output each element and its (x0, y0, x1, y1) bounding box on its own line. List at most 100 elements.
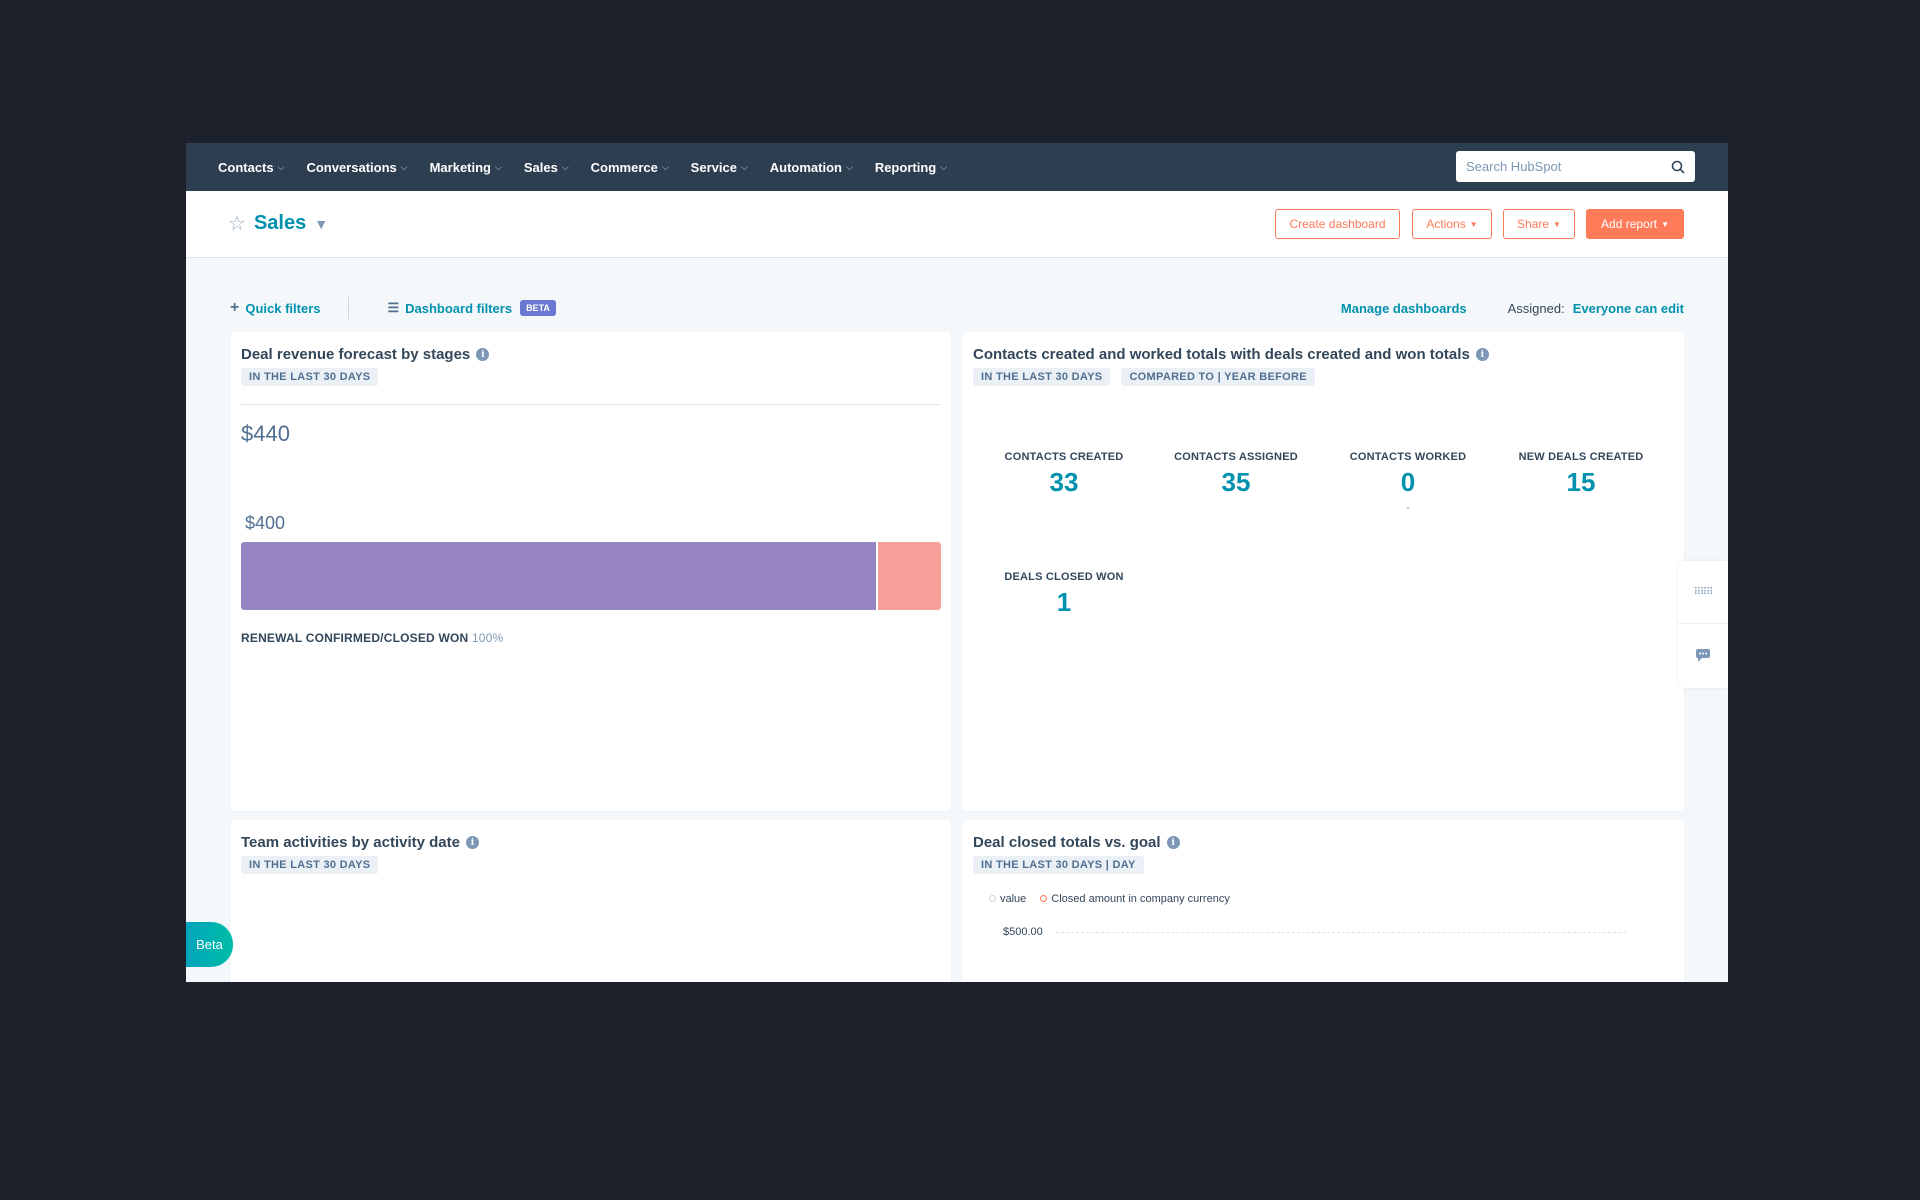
chart-legend: value Closed amount in company currency (989, 893, 1230, 905)
legend-label: value (1000, 893, 1027, 905)
search-input[interactable] (1466, 159, 1656, 174)
info-icon[interactable]: i (1166, 836, 1180, 849)
nav-label: Contacts (218, 159, 274, 175)
top-nav: Contacts ⌵ Conversations ⌵ Marketing ⌵ Sale… (186, 143, 1728, 191)
legend-item-value[interactable]: value (989, 893, 1026, 905)
nav-marketing[interactable]: Marketing ⌵ (430, 160, 502, 175)
card-title: Contacts created and worked totals with … (973, 346, 1470, 363)
nav-label: Reporting (874, 159, 937, 175)
divider (241, 404, 940, 405)
y-axis-tick: $500.00 (1003, 926, 1043, 938)
caret-down-icon: ▼ (1661, 219, 1669, 229)
kpi-value: 1 (1056, 587, 1072, 617)
dashboard-filters-button[interactable]: Dashboard filters (405, 300, 513, 316)
legend-label: Closed amount in company currency (1051, 893, 1230, 905)
nav-automation[interactable]: Automation ⌵ (770, 160, 853, 175)
actions-button[interactable]: Actions ▼ (1412, 209, 1492, 239)
beta-button[interactable]: Beta (186, 922, 233, 967)
nav-label: Conversations (306, 159, 397, 175)
team-activities-card: Team activities by activity date i IN THE… (230, 820, 951, 982)
filter-bar: + Quick filters ☰ Dashboard filters BETA… (230, 297, 1684, 319)
date-range-tag: IN THE LAST 30 DAYS (241, 368, 379, 386)
chevron-down-icon: ⌵ (400, 161, 408, 172)
kpi-contacts-created: CONTACTS CREATED 33 (979, 451, 1149, 498)
assigned-label: Assigned: (1507, 300, 1565, 316)
share-button[interactable]: Share ▼ (1503, 209, 1575, 239)
side-tools: ⠿⠿⠿ (1678, 561, 1728, 688)
card-title: Deal closed totals vs. goal (973, 834, 1161, 851)
nav-reporting[interactable]: Reporting ⌵ (875, 160, 947, 175)
card-title: Deal revenue forecast by stages (241, 346, 471, 363)
chat-icon[interactable] (1678, 624, 1728, 687)
gridline (1056, 932, 1626, 933)
search-icon[interactable] (1671, 160, 1685, 174)
revenue-total: $440 (241, 421, 290, 446)
sliders-icon: ☰ (387, 300, 400, 315)
card-title: Team activities by activity date (241, 834, 460, 851)
dashboard-title[interactable]: Sales (253, 212, 307, 234)
contacts-totals-card: Contacts created and worked totals with … (962, 332, 1684, 811)
button-label: Actions (1426, 217, 1466, 231)
chevron-down-icon: ⌵ (495, 161, 502, 172)
kpi-change: - (1406, 500, 1410, 514)
star-icon[interactable]: ☆ (228, 213, 246, 235)
info-icon[interactable]: i (1475, 348, 1489, 361)
legend-item-closed-amount[interactable]: Closed amount in company currency (1040, 893, 1230, 905)
stage-bar (241, 542, 941, 610)
stage-percent: 100% (471, 631, 504, 645)
grid-dots-icon[interactable]: ⠿⠿⠿ (1678, 561, 1728, 624)
button-label: Create dashboard (1289, 217, 1386, 231)
info-icon[interactable]: i (466, 836, 479, 849)
date-range-tag: IN THE LAST 30 DAYS (241, 856, 379, 874)
plus-icon: + (230, 299, 240, 316)
nav-label: Commerce (590, 159, 658, 175)
manage-dashboards-link[interactable]: Manage dashboards (1340, 300, 1467, 316)
dashboard-header: ☆ Sales ▼ Create dashboard Actions ▼ Shar… (186, 191, 1728, 258)
stage-label: RENEWAL CONFIRMED/CLOSED WON (241, 631, 469, 645)
chevron-down-icon: ⌵ (740, 161, 748, 172)
caret-down-icon[interactable]: ▼ (314, 215, 329, 232)
kpi-contacts-worked: CONTACTS WORKED 0 - (1323, 451, 1493, 514)
chevron-down-icon: ⌵ (940, 161, 948, 172)
nav-label: Sales (523, 159, 558, 175)
deal-goal-card: Deal closed totals vs. goal i IN THE LAST… (962, 820, 1684, 982)
kpi-new-deals: NEW DEALS CREATED 15 (1496, 451, 1666, 498)
create-dashboard-button[interactable]: Create dashboard (1275, 209, 1400, 239)
kpi-label: CONTACTS WORKED (1349, 451, 1467, 463)
circle-icon (1040, 895, 1048, 902)
nav-commerce[interactable]: Commerce ⌵ (591, 160, 669, 175)
bar-segment[interactable] (241, 542, 876, 610)
search-box (1456, 151, 1695, 182)
chevron-down-icon: ⌵ (277, 161, 285, 172)
chevron-down-icon: ⌵ (561, 161, 569, 172)
info-icon[interactable]: i (476, 348, 490, 361)
caret-down-icon: ▼ (1469, 219, 1478, 229)
beta-badge: BETA (520, 300, 556, 316)
kpi-value: 35 (1221, 467, 1251, 497)
nav-service[interactable]: Service ⌵ (691, 160, 748, 175)
add-report-button[interactable]: Add report ▼ (1586, 209, 1684, 239)
bar-value-label: $400 (245, 513, 286, 533)
kpi-label: DEALS CLOSED WON (1004, 571, 1124, 583)
circle-icon (989, 895, 996, 902)
caret-down-icon: ▼ (1553, 219, 1561, 229)
button-label: Add report (1601, 217, 1658, 231)
nav-label: Automation (769, 159, 842, 175)
button-label: Share (1517, 217, 1550, 231)
assigned-value-link[interactable]: Everyone can edit (1572, 300, 1684, 316)
nav-contacts[interactable]: Contacts ⌵ (218, 160, 284, 175)
bar-segment[interactable] (877, 542, 941, 610)
nav-conversations[interactable]: Conversations ⌵ (306, 160, 407, 175)
kpi-contacts-assigned: CONTACTS ASSIGNED 35 (1151, 451, 1321, 498)
kpi-value: 0 (1400, 467, 1416, 497)
divider (348, 297, 350, 319)
quick-filters-button[interactable]: Quick filters (245, 300, 321, 316)
date-range-tag: IN THE LAST 30 DAYS | DAY (973, 856, 1144, 874)
nav-sales[interactable]: Sales ⌵ (524, 160, 569, 175)
kpi-value: 33 (1049, 467, 1079, 497)
deal-revenue-card: Deal revenue forecast by stages i IN THE … (230, 332, 951, 811)
chevron-down-icon: ⌵ (845, 161, 853, 172)
nav-label: Service (690, 159, 737, 175)
app-window: Contacts ⌵ Conversations ⌵ Marketing ⌵ Sale… (186, 143, 1728, 982)
chevron-down-icon: ⌵ (661, 161, 669, 172)
